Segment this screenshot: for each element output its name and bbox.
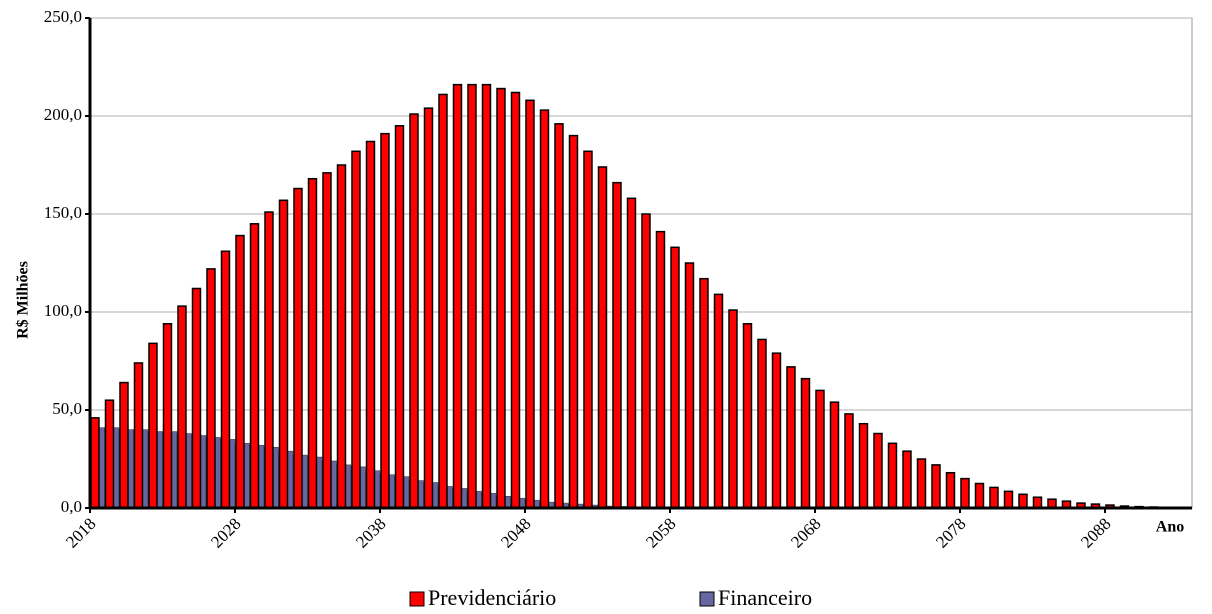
bar	[481, 83, 492, 509]
bar	[887, 442, 898, 509]
x-tick-label: 2058	[642, 514, 679, 551]
bar	[931, 464, 941, 509]
bar	[423, 107, 434, 509]
bar	[1032, 496, 1043, 509]
x-tick-label: 2018	[62, 514, 99, 551]
x-tick-label: 2068	[787, 514, 824, 551]
y-tick-label: 150,0	[44, 203, 82, 222]
x-tick-label: 2048	[497, 514, 534, 551]
bar	[264, 211, 274, 509]
bar	[974, 482, 985, 509]
bar	[960, 477, 970, 509]
bar	[206, 268, 216, 509]
bar	[597, 166, 608, 509]
bar	[670, 246, 680, 509]
bar	[844, 413, 854, 509]
bar	[539, 109, 550, 509]
bar	[1003, 490, 1014, 509]
bar	[858, 422, 869, 509]
bar	[293, 187, 303, 509]
bar	[612, 181, 622, 509]
y-tick-label: 250,0	[44, 7, 82, 26]
bar	[452, 83, 463, 509]
bar	[1018, 493, 1028, 509]
bar	[467, 83, 477, 509]
bar	[322, 172, 332, 509]
bar	[655, 230, 666, 509]
x-tick-label: 2078	[932, 514, 969, 551]
bar	[119, 381, 129, 509]
y-tick-label: 100,0	[44, 301, 82, 320]
bar	[438, 93, 448, 509]
bar	[641, 213, 651, 509]
legend-swatch	[699, 591, 715, 607]
x-tick-label: 2088	[1077, 514, 1114, 551]
bar	[380, 132, 390, 509]
bar	[525, 99, 535, 509]
legend-swatch	[409, 591, 425, 607]
bar	[829, 401, 840, 509]
bar	[684, 262, 695, 509]
legend-label: Previdenciário	[428, 585, 556, 610]
bar	[626, 197, 637, 509]
bar	[191, 287, 202, 509]
bar	[510, 91, 521, 509]
bar	[583, 150, 593, 509]
bar	[800, 377, 811, 509]
bar	[568, 134, 579, 509]
bar	[496, 87, 506, 509]
bar	[771, 352, 782, 509]
legend-label: Financeiro	[718, 585, 812, 610]
bar	[220, 250, 231, 509]
bar	[148, 342, 158, 509]
bar	[815, 389, 825, 509]
y-tick-label: 50,0	[52, 399, 82, 418]
bar	[554, 123, 564, 509]
bar	[336, 164, 347, 509]
bar	[307, 177, 318, 509]
bar	[409, 113, 419, 509]
bar	[786, 366, 796, 509]
bar	[104, 399, 115, 509]
bar	[742, 323, 753, 509]
y-tick-label: 200,0	[44, 105, 82, 124]
y-tick-label: 0,0	[61, 497, 82, 516]
bar	[351, 150, 361, 509]
bar	[757, 338, 767, 509]
bar	[394, 125, 405, 509]
bar	[90, 417, 100, 509]
y-axis-label: R$ Milhões	[15, 261, 32, 339]
bar	[916, 458, 927, 509]
bar	[249, 223, 260, 509]
bar	[162, 323, 173, 509]
bar	[133, 362, 144, 509]
bar	[713, 293, 724, 509]
bar	[873, 432, 883, 509]
bar	[177, 305, 187, 509]
bar	[989, 486, 999, 509]
bar	[699, 277, 709, 509]
bar	[278, 199, 289, 509]
bar	[945, 471, 956, 509]
bar	[365, 140, 376, 509]
bar	[902, 450, 912, 509]
bar	[728, 309, 738, 509]
x-tick-label: 2038	[352, 514, 389, 551]
bar	[235, 234, 245, 509]
x-tick-label: 2028	[207, 514, 244, 551]
x-axis-label: Ano	[1156, 519, 1184, 536]
